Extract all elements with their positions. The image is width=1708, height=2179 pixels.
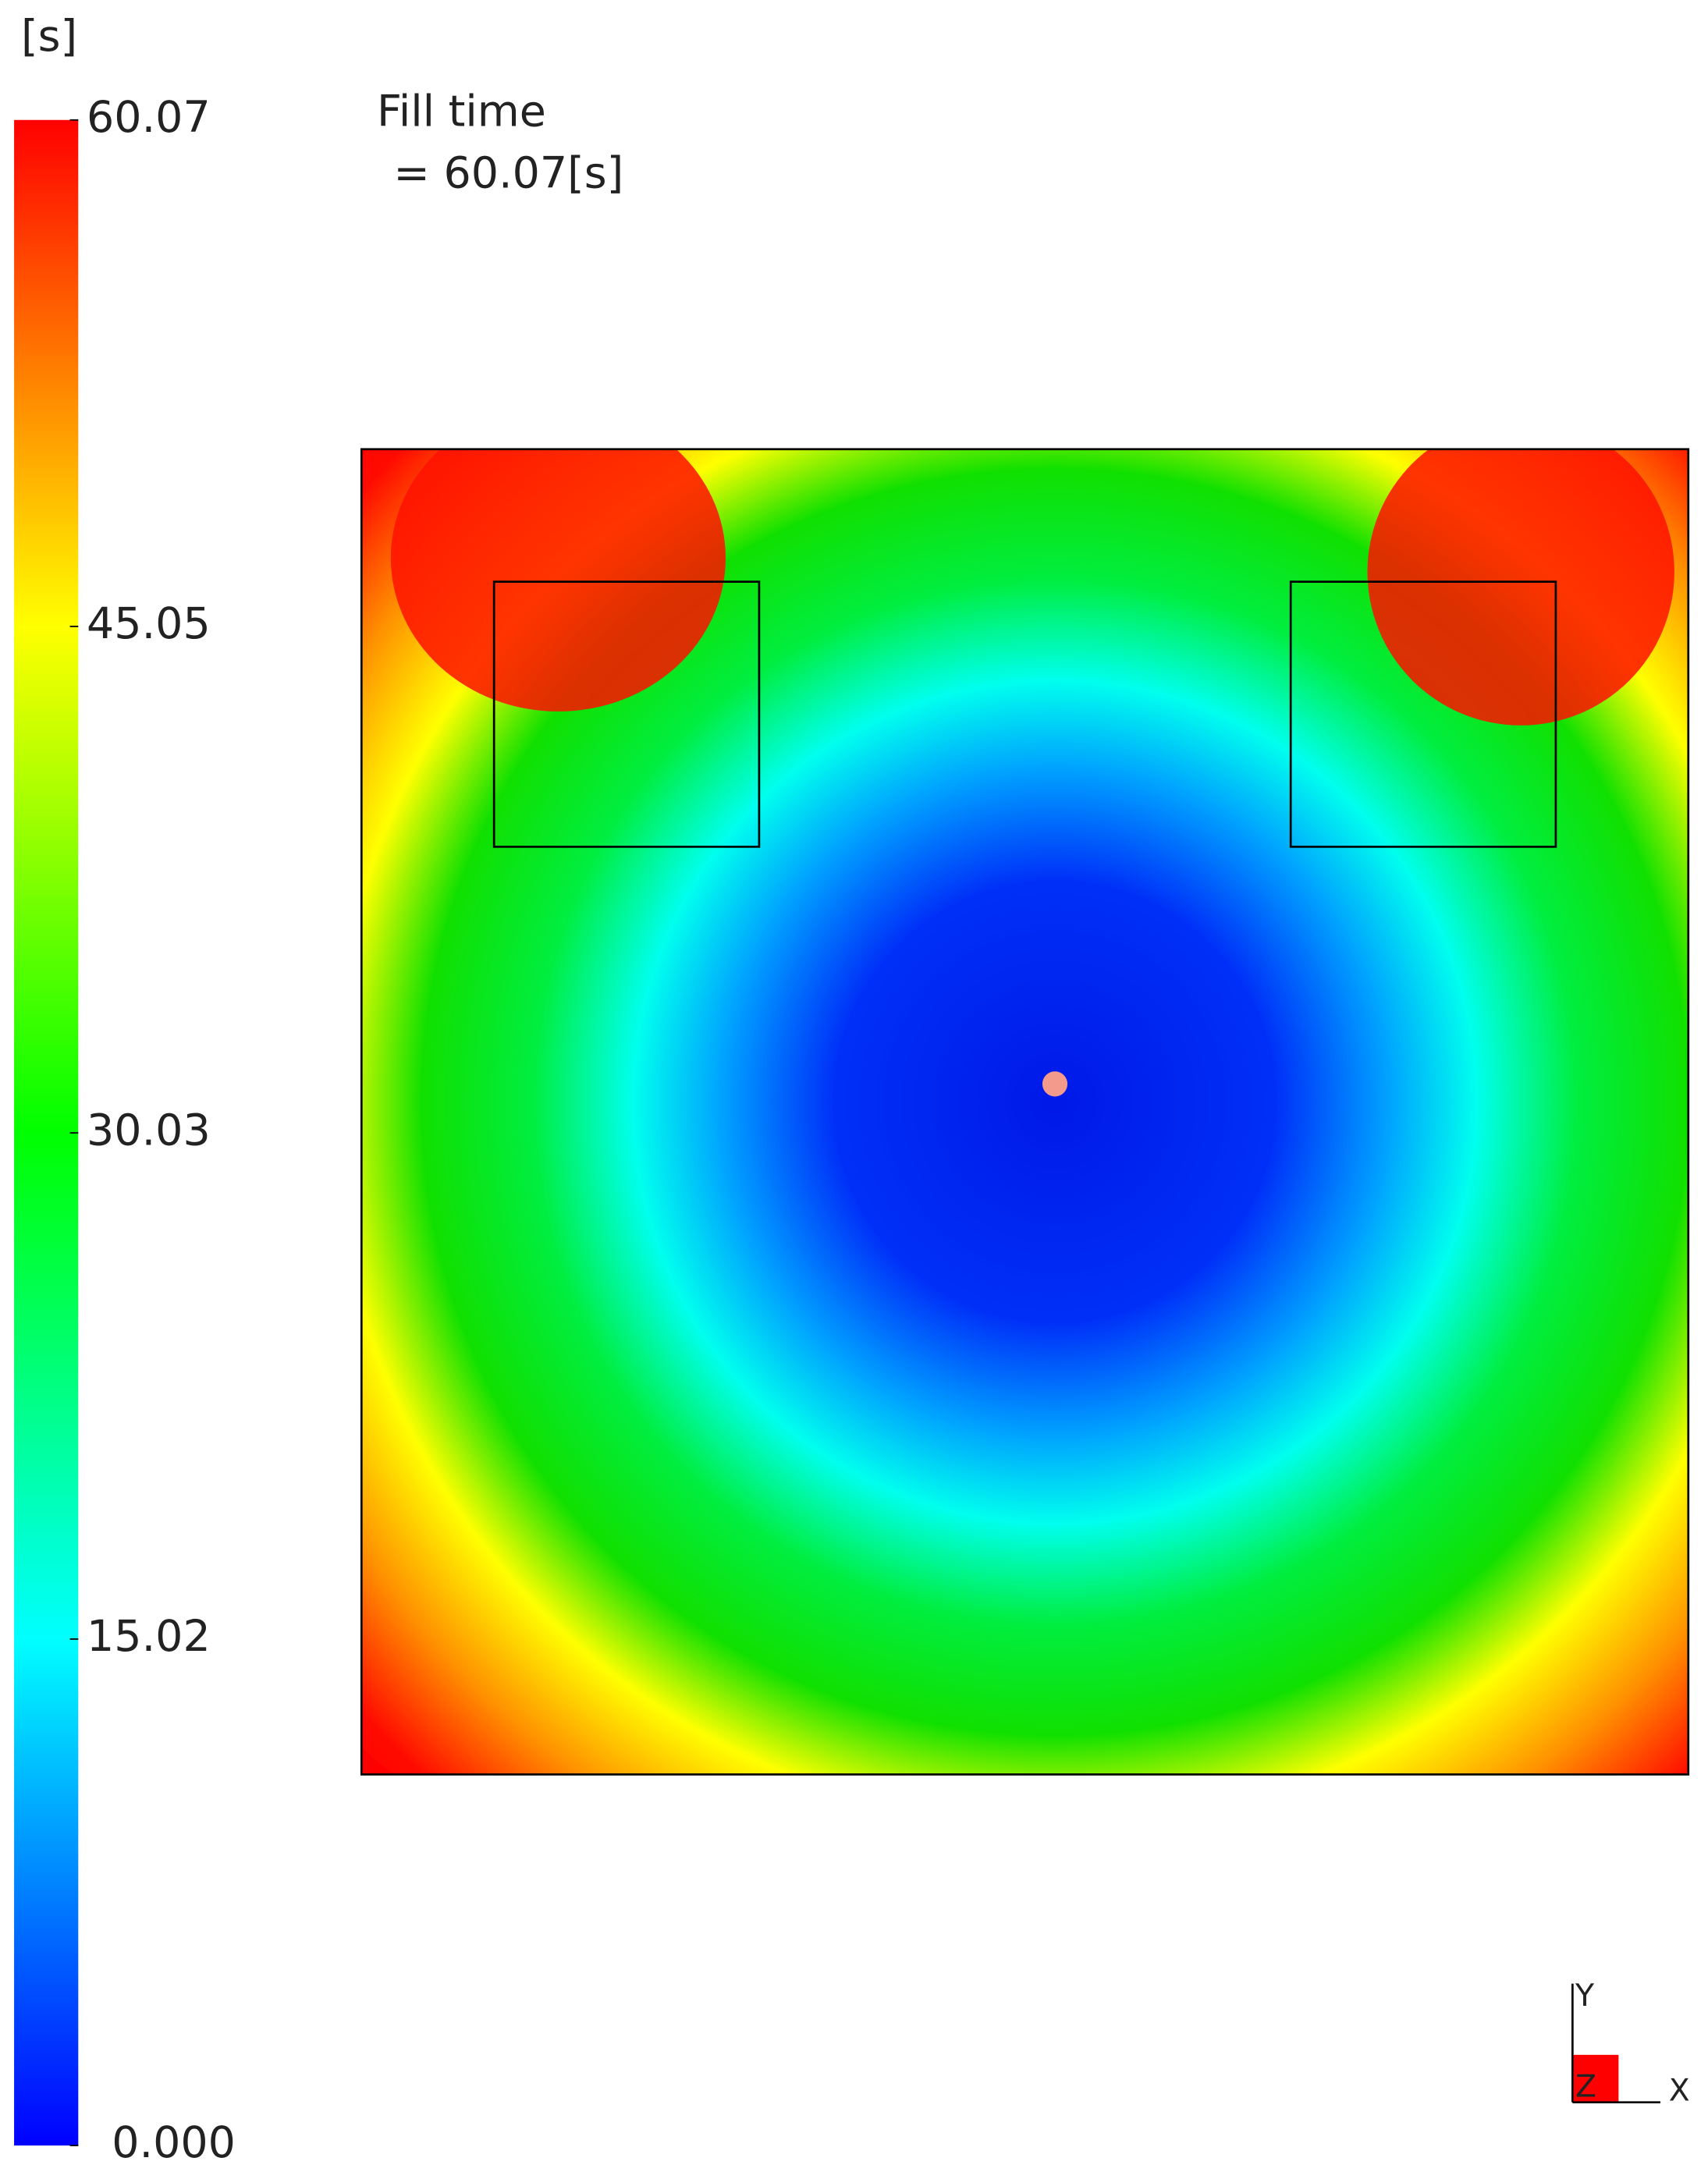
annotation: = 60.07[s] <box>393 148 623 198</box>
unit-label: [s] <box>21 12 77 62</box>
colorbar <box>14 119 79 2146</box>
part-outline <box>360 448 1690 1776</box>
fill-field <box>361 449 1688 1775</box>
injection-gate <box>1042 1071 1068 1097</box>
triad-label: Z <box>1575 2068 1596 2104</box>
insert-outline <box>1289 580 1557 848</box>
colorbar-tick-label: 15.02 <box>87 1612 211 1662</box>
colorbar-tick-label: 60.07 <box>87 93 211 143</box>
colorbar-tick-label: 0.000 <box>112 2118 236 2168</box>
triad-label: X <box>1669 2073 1690 2109</box>
insert-outline <box>492 580 761 848</box>
axis-triad: Y Z X <box>1571 1978 1690 2109</box>
colorbar-tick-label: 30.03 <box>87 1105 211 1155</box>
colorbar-tick-label: 45.05 <box>87 599 211 649</box>
title: Fill time <box>377 87 546 137</box>
triad-label: Y <box>1575 1978 1595 2014</box>
triad-z <box>1572 2054 1619 2103</box>
